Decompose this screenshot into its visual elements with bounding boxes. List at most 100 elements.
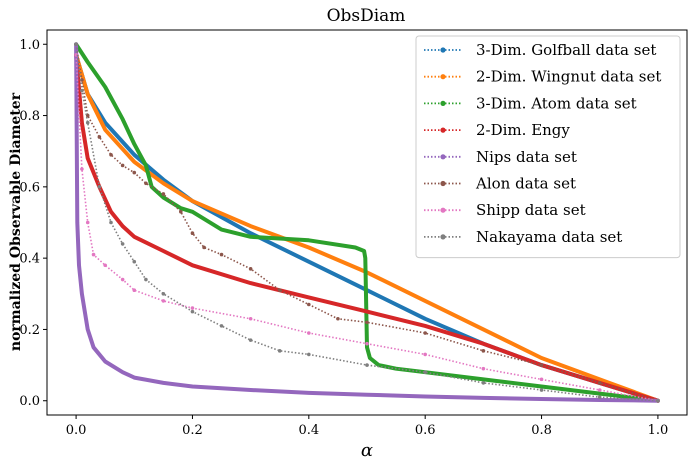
data-point	[161, 291, 166, 296]
legend: 3-Dim. Golfball data set 2-Dim. Wingnut d…	[415, 35, 681, 259]
legend-marker	[440, 100, 446, 106]
data-point	[202, 245, 206, 250]
x-tick-label: 0.4	[298, 423, 319, 438]
data-point	[277, 288, 282, 293]
data-point	[80, 167, 84, 171]
legend-box	[415, 35, 681, 259]
y-tick-label: 0.0	[19, 394, 40, 409]
data-point	[85, 220, 90, 225]
x-tick-label: 1.0	[648, 423, 669, 438]
legend-entry: 2-Dim. Wingnut data set	[424, 68, 661, 86]
data-point	[248, 338, 253, 342]
legend-marker	[440, 74, 446, 80]
legend-label: Alon data set	[475, 175, 576, 193]
data-point	[248, 267, 253, 271]
legend-label: 2-Dim. Engy	[476, 121, 570, 139]
legend-marker	[440, 180, 446, 187]
x-tick-label: 0.8	[531, 423, 552, 438]
x-axis-label: α	[361, 440, 373, 461]
series-line	[75, 44, 659, 402]
data-point	[161, 192, 166, 196]
legend-marker	[440, 234, 446, 240]
series-line	[74, 53, 660, 403]
y-tick-label: 0.6	[19, 180, 40, 195]
data-point	[91, 252, 96, 257]
plot-frame	[46, 29, 688, 416]
legend-marker	[440, 207, 446, 213]
x-tick-label: 0.6	[415, 423, 436, 438]
data-point	[539, 388, 544, 392]
data-point	[423, 352, 427, 357]
legend-label: Shipp data set	[476, 201, 586, 219]
data-point	[74, 42, 78, 47]
data-point	[132, 288, 137, 293]
data-point	[190, 306, 195, 310]
data-point	[219, 252, 224, 257]
data-point	[307, 331, 311, 335]
data-point	[161, 299, 166, 303]
chart-title: ObsDiam	[327, 6, 406, 26]
x-axis: 0.0 0.2 0.4 0.6 0.8 1.0	[66, 415, 669, 438]
data-point	[144, 181, 148, 186]
data-point	[109, 220, 113, 225]
data-point	[423, 331, 427, 335]
x-tick-label: 0.2	[182, 423, 203, 438]
data-point	[336, 316, 340, 321]
data-point	[120, 163, 125, 168]
data-point	[190, 309, 195, 314]
legend-label: Nakayama data set	[476, 228, 622, 246]
legend-entry: Nips data set	[424, 148, 577, 166]
y-axis: 0.0 0.2 0.4 0.6 0.8 1.0	[19, 38, 47, 409]
y-tick-label: 0.8	[19, 109, 40, 124]
data-point	[97, 135, 102, 139]
legend-label: Nips data set	[476, 148, 577, 166]
series-line	[74, 42, 660, 403]
data-point	[120, 242, 125, 246]
plot-area	[74, 42, 660, 403]
data-point	[307, 352, 311, 357]
data-point	[539, 377, 544, 382]
data-point	[219, 324, 224, 328]
data-point	[481, 366, 486, 371]
data-point	[120, 277, 125, 282]
legend-marker	[440, 154, 446, 160]
y-tick-label: 0.4	[19, 252, 40, 267]
data-point	[144, 277, 148, 282]
data-point	[365, 341, 369, 346]
legend-marker	[440, 127, 446, 133]
legend-marker	[440, 47, 446, 53]
y-axis-label: normalized Observable Diameter	[8, 92, 24, 351]
y-tick-label: 0.2	[19, 323, 40, 338]
legend-entry: Shipp data set	[424, 201, 586, 219]
data-point	[103, 263, 107, 268]
data-point	[277, 349, 282, 353]
data-point	[85, 120, 90, 125]
data-point	[307, 302, 311, 307]
legend-label: 3-Dim. Golfball data set	[476, 41, 656, 59]
data-point	[132, 259, 137, 264]
data-point	[80, 88, 84, 93]
series-4	[74, 53, 660, 403]
series-8	[74, 42, 660, 403]
data-point	[179, 210, 183, 214]
y-tick-label: 1.0	[19, 38, 40, 53]
series-line	[75, 44, 658, 402]
data-point	[365, 320, 369, 325]
data-point	[597, 395, 602, 399]
data-point	[656, 398, 660, 403]
data-point	[423, 370, 427, 375]
legend-entry: 3-Dim. Golfball data set	[424, 41, 656, 59]
legend-entry: 3-Dim. Atom data set	[424, 94, 637, 112]
series-6	[74, 42, 660, 403]
series-5	[74, 42, 660, 403]
legend-entry: Nakayama data set	[424, 228, 622, 246]
data-point	[248, 316, 253, 321]
data-point	[597, 388, 602, 392]
legend-entry: 2-Dim. Engy	[424, 121, 570, 139]
data-point	[539, 363, 544, 367]
legend-label: 3-Dim. Atom data set	[476, 94, 637, 112]
legend-entry: Alon data set	[424, 175, 576, 193]
data-point	[109, 152, 113, 157]
data-point	[481, 381, 486, 385]
